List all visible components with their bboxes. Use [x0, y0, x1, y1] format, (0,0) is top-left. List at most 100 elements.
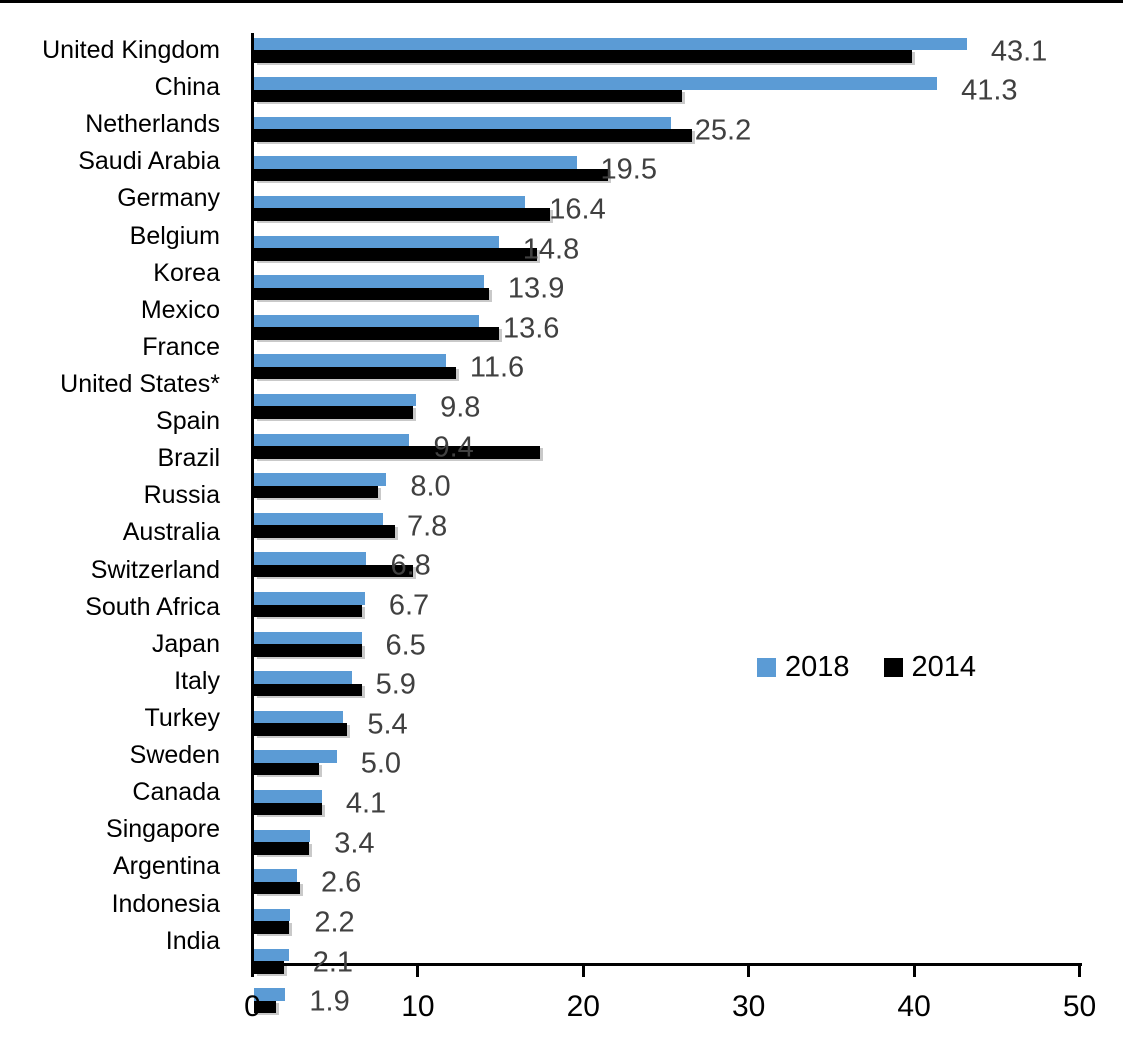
data-label: 14.8	[522, 233, 580, 266]
category-label: Singapore	[106, 815, 220, 844]
bar-row: 14.8	[254, 233, 1114, 273]
legend-label-2018: 2018	[785, 651, 850, 683]
bar-2014	[254, 723, 347, 736]
category-axis: United Kingdom China Netherlands Saudi Arab…	[0, 32, 220, 960]
bar-2018	[254, 869, 297, 882]
data-label: 5.0	[360, 747, 402, 780]
bar-2014	[254, 129, 693, 142]
bar-2018	[254, 552, 367, 565]
category-label: Brazil	[157, 444, 220, 473]
bar-2014	[254, 604, 362, 618]
data-label: 16.4	[549, 193, 606, 226]
bar-row: 5.4	[254, 708, 1114, 748]
data-label: 13.6	[502, 312, 560, 345]
category-label: Mexico	[140, 295, 220, 324]
bar-2018	[254, 473, 387, 486]
bar-row: 3.4	[254, 827, 1114, 867]
bar-2014	[254, 485, 379, 499]
x-tick	[581, 966, 585, 977]
x-axis-line	[251, 963, 1082, 966]
legend-swatch-2018-icon	[757, 658, 776, 677]
x-tick	[416, 966, 420, 977]
bar-2014	[254, 881, 301, 895]
data-label: 5.4	[367, 708, 408, 741]
legend: 2018 2014	[757, 653, 976, 682]
bar-2018	[254, 116, 671, 130]
bar-2014	[254, 327, 499, 340]
bar-2018	[254, 354, 446, 367]
bar-2014	[254, 208, 551, 221]
category-label: South Africa	[85, 592, 220, 621]
data-label: 2.6	[321, 866, 362, 899]
bar-2018	[254, 37, 967, 50]
x-tick-label: 20	[566, 990, 600, 1023]
bar-2018	[254, 77, 938, 90]
bar-row: 1.9	[254, 985, 1114, 1025]
data-label: 5.9	[375, 668, 416, 701]
bar-2018	[254, 790, 322, 803]
bar-row: 5.9	[254, 668, 1114, 708]
bar-row: 6.5	[254, 629, 1114, 669]
category-label: Sweden	[129, 741, 220, 770]
bar-row: 2.2	[254, 908, 1114, 946]
data-label: 6.8	[390, 549, 431, 582]
bar-2014	[254, 168, 608, 182]
category-label: Saudi Arabia	[78, 147, 220, 176]
bar-2018	[254, 393, 417, 407]
data-label: 6.5	[385, 629, 426, 662]
data-label: 13.9	[507, 272, 565, 305]
bar-2018	[254, 671, 352, 684]
category-label: United States*	[60, 370, 220, 399]
bar-row: 7.8	[254, 510, 1114, 550]
data-label: 9.8	[440, 391, 481, 424]
x-tick-label: 30	[732, 990, 766, 1023]
x-tick-label: 50	[1062, 990, 1097, 1023]
bar-2014	[254, 366, 456, 380]
bar-2018	[254, 908, 291, 922]
x-tick	[1078, 966, 1081, 977]
data-label: 6.7	[388, 589, 430, 622]
bar-2018	[254, 710, 344, 724]
legend-item-2014: 2014	[883, 653, 976, 682]
bar-2014	[254, 802, 322, 816]
top-border-line	[0, 0, 1123, 3]
x-tick-label: 40	[897, 990, 931, 1023]
category-label: Indonesia	[111, 889, 220, 918]
bar-2018	[254, 631, 362, 645]
bar-row: 16.4	[254, 193, 1114, 233]
category-label: India	[165, 926, 220, 955]
bar-2018	[254, 948, 289, 962]
bar-2014	[254, 446, 541, 459]
category-label: Korea	[153, 258, 220, 287]
bar-row: 41.3	[254, 74, 1114, 114]
bar-2014	[254, 525, 395, 538]
category-label: Turkey	[144, 704, 220, 733]
data-label: 7.8	[407, 510, 448, 543]
bar-2014	[254, 50, 913, 63]
bar-2014	[254, 644, 362, 657]
bar-2014	[254, 762, 319, 776]
category-label: Russia	[143, 481, 220, 510]
bar-row: 43.1	[254, 37, 1114, 75]
bar-2014	[254, 564, 413, 578]
category-label: Netherlands	[85, 110, 220, 139]
bar-row: 11.6	[254, 353, 1114, 391]
bar-row: 13.9	[254, 272, 1114, 312]
data-label: 1.9	[309, 985, 350, 1018]
bar-row: 8.0	[254, 472, 1114, 510]
bar-2014	[254, 89, 683, 103]
category-label: Japan	[151, 629, 220, 658]
bar-2018	[254, 275, 484, 288]
legend-swatch-2014-icon	[883, 658, 903, 677]
bar-row: 6.8	[254, 549, 1114, 589]
data-label: 3.4	[334, 827, 375, 860]
data-label: 41.3	[961, 74, 1018, 107]
bar-row: 6.7	[254, 589, 1114, 629]
x-tick-label: 0	[244, 990, 261, 1023]
x-tick	[747, 966, 751, 977]
category-label: Australia	[122, 518, 220, 547]
bar-2018	[254, 829, 311, 843]
category-label: Switzerland	[90, 555, 220, 584]
bar-row: 4.1	[254, 789, 1114, 827]
